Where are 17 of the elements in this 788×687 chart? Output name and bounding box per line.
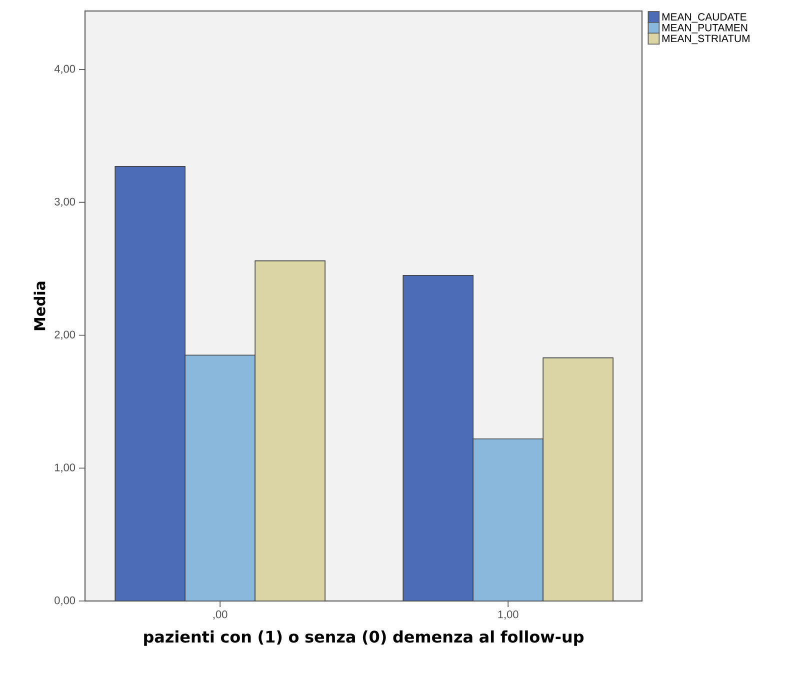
bar [114, 166, 186, 601]
bar [184, 354, 256, 601]
bar [542, 357, 614, 601]
y-tick-label: 4,00 [54, 64, 76, 74]
x-tick-label: ,00 [213, 610, 228, 620]
y-tick-label: 0,00 [54, 596, 76, 606]
bar [472, 438, 544, 601]
x-axis-title: pazienti con (1) o senza (0) demenza al follow-up [144, 630, 584, 646]
y-tick-label: 3,00 [54, 198, 76, 207]
legend-label: MEAN_PUTAMEN [662, 24, 748, 34]
y-tick-label: 1,00 [54, 464, 76, 473]
legend-label: MEAN_CAUDATE [662, 13, 746, 23]
legend-label: MEAN_STRIATUM [662, 34, 750, 44]
y-axis-title: Media [34, 282, 46, 330]
y-tick-label: 2,00 [54, 330, 76, 340]
bar [402, 275, 474, 601]
bar [254, 260, 326, 601]
